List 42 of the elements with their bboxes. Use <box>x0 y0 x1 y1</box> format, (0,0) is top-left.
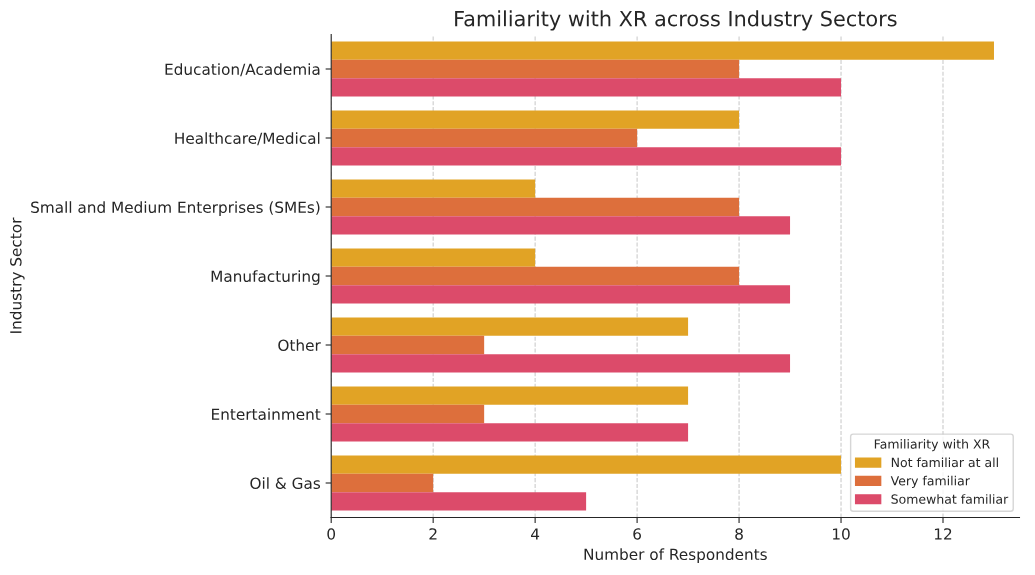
x-tick-label: 12 <box>934 528 952 540</box>
y-tick-label: Other <box>278 339 321 352</box>
bar <box>331 473 434 493</box>
legend-label: Somewhat familiar <box>891 494 1009 504</box>
bar <box>331 110 740 129</box>
legend-title: Familiarity with XR <box>874 439 990 452</box>
bar <box>331 216 791 235</box>
bar <box>331 354 791 373</box>
bar <box>331 147 842 166</box>
x-tick-label: 2 <box>429 528 437 540</box>
x-axis-title: Number of Respondents <box>584 548 767 564</box>
bar <box>331 423 689 442</box>
bar <box>331 386 689 405</box>
bar <box>331 317 689 336</box>
y-tick-label: Manufacturing <box>211 270 320 285</box>
bar <box>331 404 485 424</box>
bar <box>331 59 740 79</box>
bar <box>331 492 587 511</box>
bar <box>331 78 842 97</box>
legend-label: Very familiar <box>890 475 970 488</box>
bar <box>331 41 994 60</box>
legend-label: Not familiar at all <box>891 457 998 468</box>
bar <box>331 285 791 304</box>
y-tick-label: Small and Medium Enterprises (SMEs) <box>31 201 320 216</box>
bar <box>331 197 740 217</box>
y-tick-label: Education/Academia <box>165 63 320 77</box>
bar <box>331 128 638 148</box>
bar <box>331 266 740 286</box>
x-tick-label: 4 <box>531 528 540 540</box>
chart-title: Familiarity with XR across Industry Sectors <box>455 10 897 31</box>
y-tick-label: Healthcare/Medical <box>175 132 320 146</box>
x-tick-label: 0 <box>327 528 336 540</box>
y-tick-label: Oil & Gas <box>250 477 321 490</box>
x-tick-label: 8 <box>735 528 743 540</box>
bar <box>331 179 536 198</box>
x-tick-label: 10 <box>832 528 850 540</box>
y-tick-label: Entertainment <box>212 408 321 421</box>
bar <box>331 248 536 267</box>
x-tick-label: 6 <box>633 528 641 540</box>
bar <box>331 335 485 355</box>
bar <box>331 455 842 474</box>
y-axis-title: Industry Sector <box>9 217 25 333</box>
